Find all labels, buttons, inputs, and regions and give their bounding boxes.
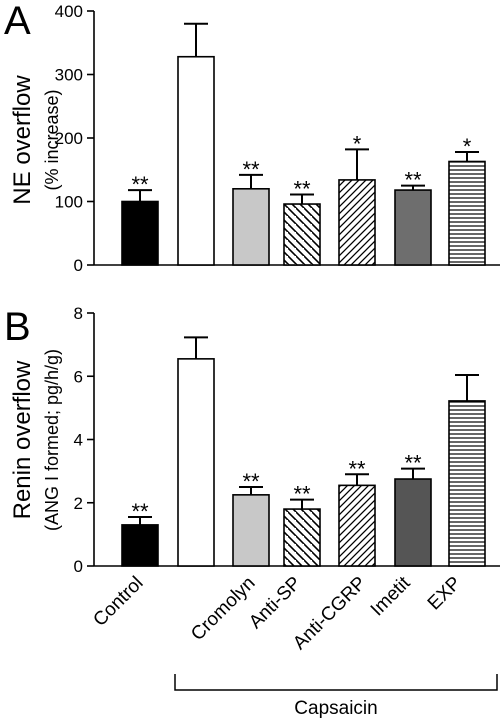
panel-b-significance-label: ** [404, 451, 422, 476]
panel-a-significance-label: ** [131, 172, 149, 197]
panel-b-significance-label: ** [348, 456, 366, 481]
panel-a-bar [283, 203, 321, 266]
panel-a-significance-label: ** [242, 157, 260, 182]
panel-a-bar [338, 179, 376, 266]
panel-a-significance-label: * [463, 134, 472, 159]
panel-b-tick-label: 6 [74, 367, 83, 386]
capsaicin-bracket [174, 674, 498, 691]
panel-b-bar [283, 508, 321, 567]
panel-a-ylabel: NE overflow [9, 75, 36, 205]
panel-b-bar [121, 524, 159, 567]
panel-letter-a: A [4, 0, 31, 43]
category-label-anti-sp: Anti-SP [245, 573, 305, 633]
panel-a-bar [448, 160, 486, 266]
panel-b-tick-label: 8 [74, 304, 83, 323]
panel-b-bar [177, 358, 215, 567]
category-label-cromolyn: Cromolyn [187, 573, 259, 645]
panel-b-tick-label: 2 [74, 494, 83, 513]
panel-a-tick-label: 0 [74, 256, 83, 275]
category-label-imetit: Imetit [367, 572, 415, 620]
panel-a-tick-label: 400 [55, 2, 83, 21]
panel-a-tick-label: 100 [55, 193, 83, 212]
panel-b-bar [232, 494, 270, 567]
panel-b-tick-label: 4 [74, 431, 83, 450]
panel-a-ylabel-sub: (% increase) [42, 89, 62, 190]
panel-b-significance-label: ** [131, 499, 149, 524]
panel-a-significance-label: * [353, 131, 362, 156]
panel-b-ylabel: Renin overflow [9, 360, 36, 519]
panel-b-bar [338, 484, 376, 567]
panel-a-bar [121, 200, 159, 266]
capsaicin-label: Capsaicin [294, 698, 377, 718]
panel-b-tick-label: 0 [74, 557, 83, 576]
panel-b-bar [448, 400, 486, 567]
panel-a-bar [394, 189, 432, 266]
panel-b-bar [394, 478, 432, 567]
panel-a-bar [232, 188, 270, 266]
panel-a-tick-label: 200 [55, 129, 83, 148]
panel-b-significance-label: ** [293, 482, 311, 507]
panel-a-tick-label: 300 [55, 66, 83, 85]
panel-a-significance-label: ** [293, 177, 311, 202]
panel-a-significance-label: ** [404, 168, 422, 193]
category-label-exp: EXP [424, 573, 466, 615]
panel-a-bar [177, 55, 215, 266]
panel-b-significance-label: ** [242, 469, 260, 494]
panel-letter-b: B [4, 305, 31, 349]
panel-b-ylabel-sub: (ANG I formed; pg/h/g) [42, 349, 62, 531]
category-label-control: Control [89, 573, 147, 631]
